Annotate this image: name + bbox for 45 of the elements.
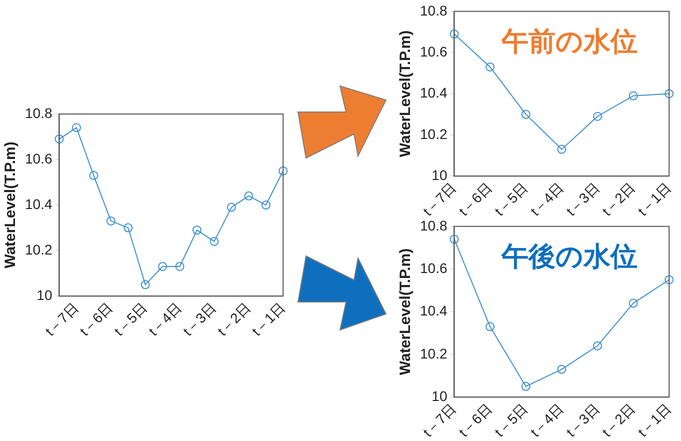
point [158,262,168,271]
y-tick-label: 10.2 [420,345,448,362]
point [521,382,530,391]
point [521,110,530,119]
point [192,226,202,235]
point [557,364,566,374]
y-tick-label: 10.6 [420,43,448,60]
point [54,134,64,144]
point [486,62,495,72]
y-tick-label: 10.8 [420,217,448,234]
text: 午前の水位 [500,26,638,58]
point [628,298,638,308]
point [278,166,288,176]
y-tick-label: 10.6 [25,150,52,166]
point [124,223,133,232]
point [664,89,674,98]
point [557,144,566,154]
point [175,262,184,271]
point [592,341,602,350]
point [226,202,236,212]
y-tick-label: 10.2 [420,126,448,142]
y-tick-label: 10.4 [420,84,448,101]
y-tick-label: 10.4 [420,302,448,319]
point [261,200,270,210]
point [106,216,116,226]
point [664,275,674,284]
point [210,236,219,246]
y-axis-title: WaterLevel(T.P.m) [2,142,20,268]
point [592,112,602,121]
y-axis-title: WaterLevel(T.P.m) [397,30,414,158]
point [89,170,98,180]
point [450,234,459,244]
y-tick-label: 10.6 [420,260,448,276]
y-tick-label: 10.8 [25,104,52,121]
text: 午後の水位 [500,241,638,272]
y-tick-label: 10.8 [420,2,448,18]
point [450,30,459,39]
y-axis-title: WaterLevel(T.P.m) [397,248,414,376]
point [72,123,81,132]
point [486,322,495,332]
point [244,191,254,200]
point [628,91,638,100]
point [140,280,150,290]
y-tick-label: 10.4 [25,196,52,212]
y-tick-label: 10.2 [25,241,52,258]
